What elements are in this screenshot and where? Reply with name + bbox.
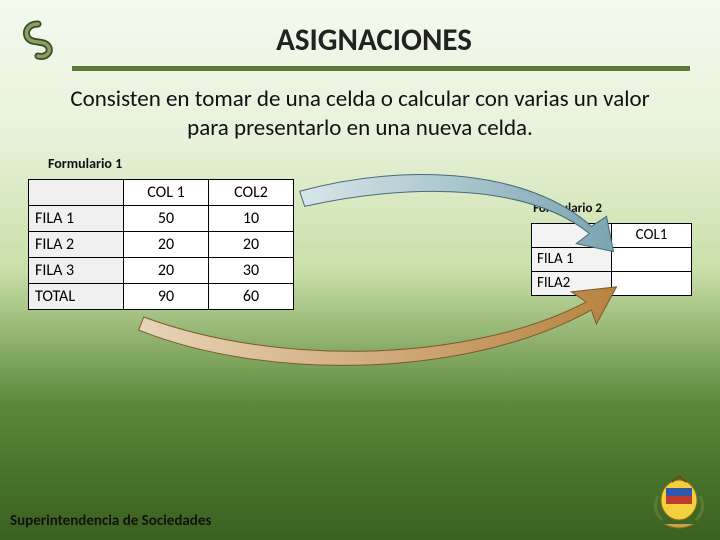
table-row: FILA 3 20 30 xyxy=(29,257,294,283)
table-corner xyxy=(29,179,124,205)
table-row: FILA 1 50 10 xyxy=(29,205,294,231)
page-title: ASIGNACIONES xyxy=(58,21,690,59)
form2-table: COL1 FILA 1 FILA2 xyxy=(531,223,692,296)
form1-table: COL 1 COL2 FILA 1 50 10 FILA 2 20 20 FIL… xyxy=(28,179,294,310)
table-corner xyxy=(532,223,612,247)
col-header: COL 1 xyxy=(124,179,209,205)
col-header: COL2 xyxy=(209,179,294,205)
diagram-area: Formulario 1 COL 1 COL2 FILA 1 50 10 FIL… xyxy=(28,151,692,371)
table-row: TOTAL 90 60 xyxy=(29,283,294,309)
form2-label: Formulario 2 xyxy=(533,201,602,216)
form1-label: Formulario 1 xyxy=(48,155,122,172)
table-row: FILA 1 xyxy=(532,247,692,271)
description-text: Consisten en tomar de una celda o calcul… xyxy=(70,85,650,143)
company-logo-icon xyxy=(18,20,58,60)
table-row: FILA2 xyxy=(532,271,692,295)
table-row: FILA 2 20 20 xyxy=(29,231,294,257)
colombia-crest-icon xyxy=(652,476,706,532)
title-underline xyxy=(72,66,690,71)
col-header: COL1 xyxy=(612,223,692,247)
footer-text: Superintendencia de Sociedades xyxy=(10,512,211,530)
